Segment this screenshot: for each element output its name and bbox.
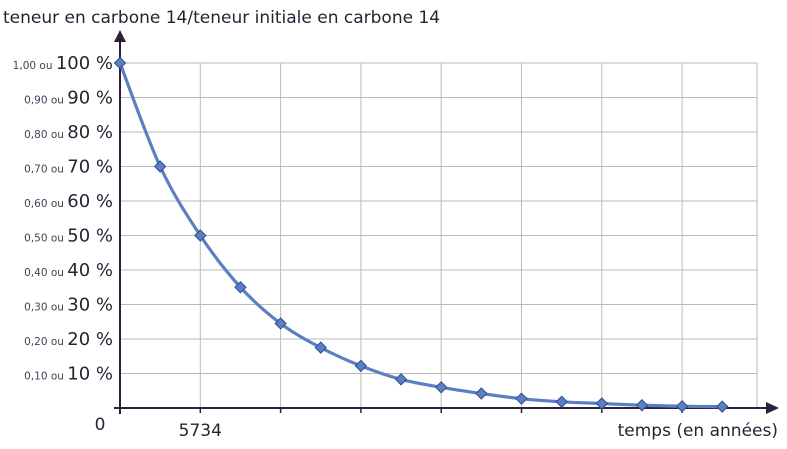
- data-point: [515, 392, 528, 405]
- y-tick-label: 0,50 ou 50 %: [24, 226, 113, 247]
- y-tick-fraction: 0,70 ou: [24, 164, 67, 176]
- y-tick-percent: 10 %: [67, 364, 113, 385]
- y-tick-percent: 40 %: [67, 260, 113, 281]
- y-tick-percent: 100 %: [56, 53, 113, 74]
- y-tick-label: 0,10 ou 10 %: [24, 364, 113, 385]
- chart-title: teneur en carbone 14/teneur initiale en …: [3, 8, 440, 28]
- x-axis-label: temps (en années): [618, 421, 778, 441]
- y-tick-label: 0,60 ou 60 %: [24, 191, 113, 212]
- y-tick-fraction: 0,40 ou: [24, 267, 67, 279]
- y-tick-fraction: 0,10 ou: [24, 371, 67, 383]
- y-tick-fraction: 0,30 ou: [24, 302, 67, 314]
- x-axis-arrow: [766, 402, 779, 414]
- y-tick-percent: 70 %: [67, 157, 113, 178]
- y-tick-percent: 30 %: [67, 295, 113, 316]
- y-tick-label: 0,80 ou 80 %: [24, 122, 113, 143]
- data-points: [113, 56, 729, 413]
- y-tick-label: 0,30 ou 30 %: [24, 295, 113, 316]
- grid: [120, 62, 758, 408]
- data-point: [274, 317, 287, 330]
- data-point: [555, 395, 568, 408]
- y-tick-percent: 60 %: [67, 191, 113, 212]
- data-point: [716, 400, 729, 413]
- y-tick-percent: 20 %: [67, 329, 113, 350]
- y-tick-fraction: 0,50 ou: [24, 233, 67, 245]
- y-tick-label: 0,90 ou 90 %: [24, 88, 113, 109]
- y-tick-fraction: 0,80 ou: [24, 129, 67, 141]
- x-tick-label: 5734: [179, 421, 222, 441]
- y-tick-label: 1,00 ou 100 %: [13, 53, 113, 74]
- origin-label: 0: [95, 415, 106, 435]
- axes: [114, 30, 779, 414]
- data-point: [354, 359, 368, 373]
- y-tick-percent: 90 %: [67, 88, 113, 109]
- y-axis-arrow: [114, 30, 126, 42]
- data-point: [595, 397, 609, 410]
- data-point: [394, 373, 408, 386]
- y-tick-percent: 80 %: [67, 122, 113, 143]
- data-point: [194, 229, 207, 242]
- y-tick-fraction: 0,90 ou: [24, 95, 67, 107]
- data-point: [434, 381, 448, 394]
- data-point: [153, 160, 167, 173]
- data-point: [675, 400, 689, 413]
- y-tick-label: 0,40 ou 40 %: [24, 260, 113, 281]
- data-point: [234, 281, 247, 294]
- decay-curve: [118, 61, 724, 409]
- y-tick-fraction: 0,20 ou: [24, 336, 67, 348]
- y-tick-label: 0,70 ou 70 %: [24, 157, 113, 178]
- y-tick-fraction: 0,60 ou: [24, 198, 67, 210]
- y-tick-labels: 1,00 ou 100 % 0,90 ou 90 % 0,80 ou 80 % 0,7…: [13, 53, 113, 385]
- data-point: [635, 399, 649, 412]
- y-tick-fraction: 1,00 ou: [13, 60, 56, 72]
- data-point: [113, 56, 127, 70]
- data-point: [475, 387, 488, 400]
- data-point: [314, 341, 327, 354]
- y-tick-label: 0,20 ou 20 %: [24, 329, 113, 350]
- y-tick-percent: 50 %: [67, 226, 113, 247]
